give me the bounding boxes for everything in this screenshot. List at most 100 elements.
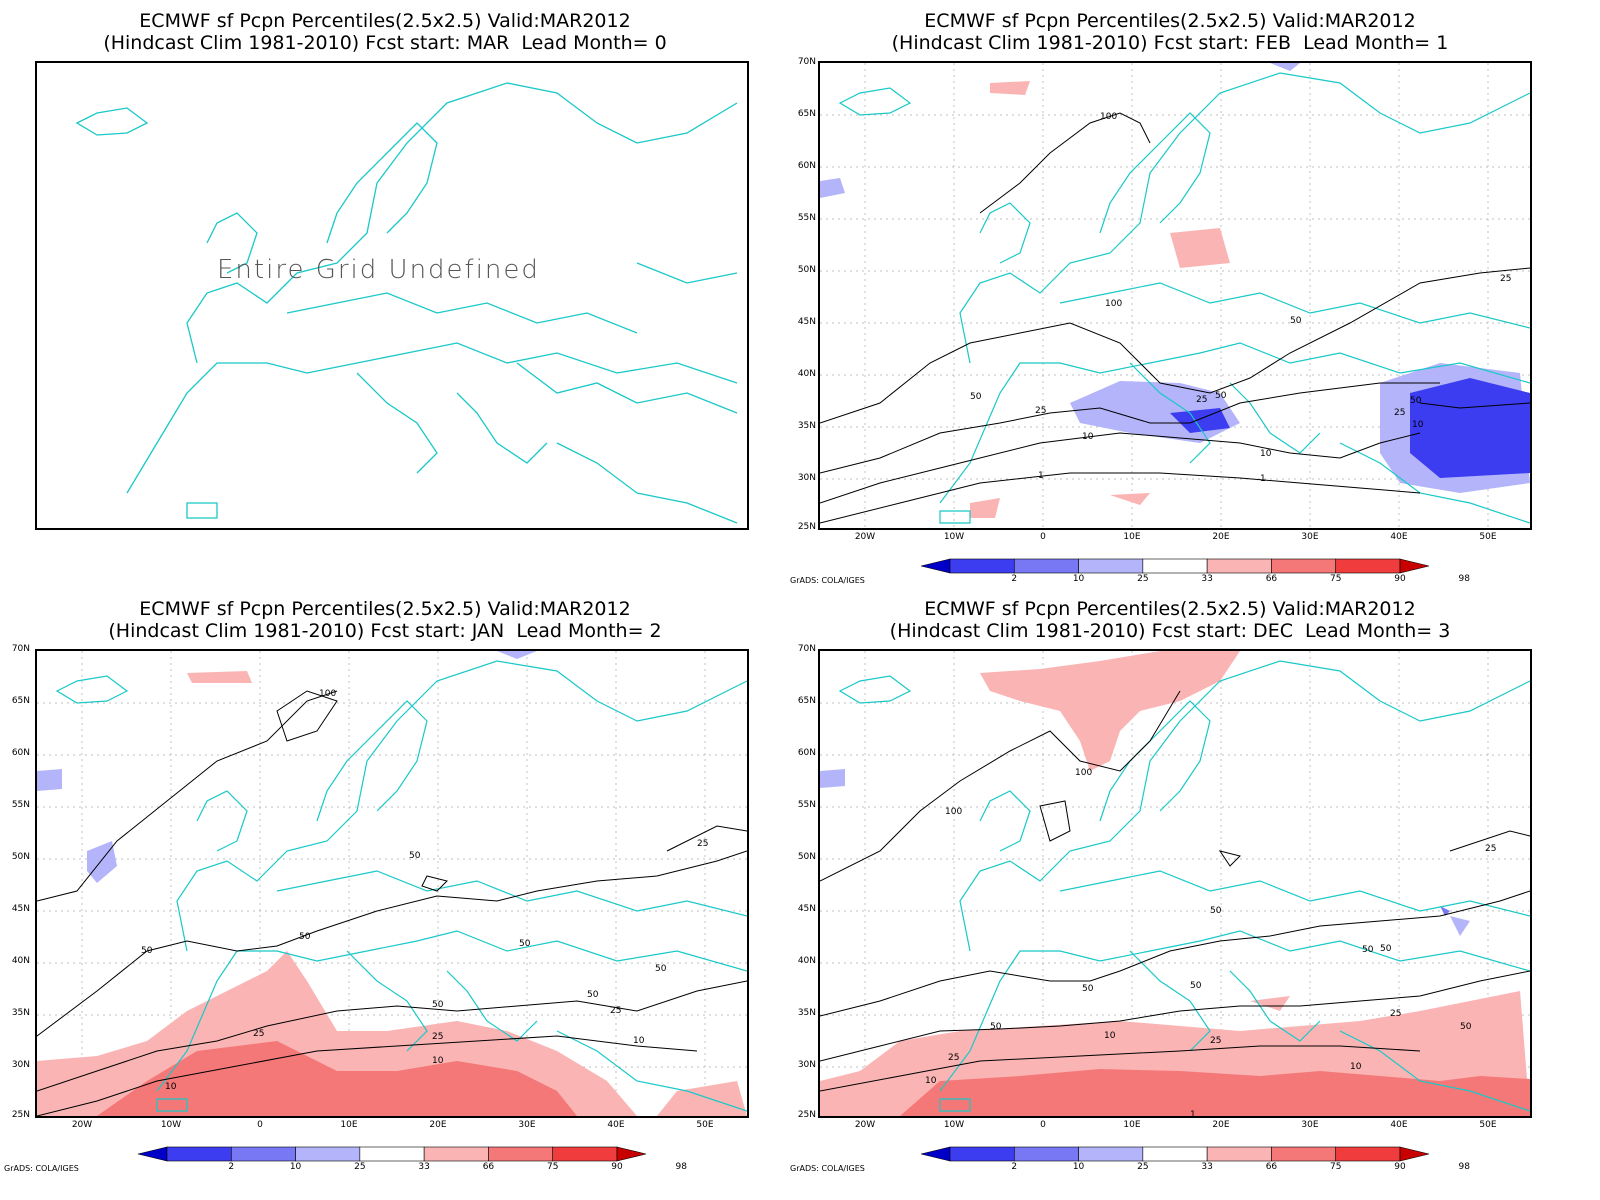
colorbar-high-arrow	[1399, 558, 1430, 574]
lat-label: 55N	[797, 800, 816, 810]
colorbar-swatch	[488, 1146, 554, 1162]
colorbar-label: 2	[1011, 1162, 1018, 1172]
colorbar-label: 98	[1458, 574, 1470, 584]
panel-title-line2: (Hindcast Clim 1981-2010) Fcst start: FE…	[891, 32, 1449, 54]
svg-text:50: 50	[519, 939, 531, 949]
lat-label: 35N	[797, 1008, 816, 1018]
svg-text:25: 25	[1196, 395, 1207, 405]
percentile-map: 100 100 50 50 50 50 50 25 10 25 10 10 1 25 50 25…	[820, 651, 1530, 1116]
panel-title-line2: (Hindcast Clim 1981-2010) Fcst start: MA…	[103, 32, 667, 54]
colorbar-swatch	[1271, 558, 1337, 574]
colorbar-swatch	[359, 1146, 425, 1162]
lon-label: 20W	[854, 1120, 876, 1130]
svg-text:25: 25	[1035, 406, 1046, 416]
colorbar-swatch	[1206, 1146, 1272, 1162]
colorbar-swatch	[1206, 558, 1272, 574]
panel-mar-lead0: ECMWF sf Pcpn Percentiles(2.5x2.5) Valid…	[0, 0, 790, 600]
svg-text:10: 10	[432, 1056, 444, 1066]
svg-text:50: 50	[1460, 1022, 1472, 1032]
svg-text:25: 25	[948, 1053, 959, 1063]
lon-label: 20E	[1212, 532, 1230, 542]
grads-credit: GrADS: COLA/IGES	[790, 1164, 865, 1173]
colorbar-label: 75	[1329, 574, 1342, 584]
map-frame: 100 100 50 25 10 1 25 10 50 25 50 10 50 25 1	[818, 61, 1532, 530]
lat-label: 65N	[797, 109, 816, 119]
coastline-map	[75, 82, 738, 524]
lon-label: 20E	[429, 1120, 447, 1130]
lat-label: 40N	[797, 369, 816, 379]
lat-label: 30N	[797, 473, 816, 483]
colorbar-swatches	[920, 558, 1430, 574]
lat-label: 45N	[797, 904, 816, 914]
colorbar-label: 33	[1201, 1162, 1213, 1172]
colorbar-label: 75	[1329, 1162, 1342, 1172]
colorbar-swatch	[1013, 1146, 1079, 1162]
svg-text:100: 100	[1100, 112, 1117, 122]
colorbar-label: 10	[289, 1162, 302, 1172]
undefined-grid-message: Entire Grid Undefined	[217, 255, 540, 285]
lon-label: 50E	[1479, 1120, 1497, 1130]
svg-text:25: 25	[253, 1029, 264, 1039]
colorbar-label: 75	[546, 1162, 559, 1172]
svg-text:50: 50	[1210, 906, 1222, 916]
colorbar-label: 90	[1394, 574, 1406, 584]
colorbar-label: 33	[1201, 574, 1213, 584]
colorbar-swatch	[230, 1146, 296, 1162]
colorbar-label: 10	[1072, 1162, 1085, 1172]
svg-text:10: 10	[633, 1036, 645, 1046]
svg-text:50: 50	[1190, 981, 1202, 991]
colorbar-label: 25	[1137, 1162, 1149, 1172]
colorbar-low-arrow	[137, 1146, 168, 1162]
lat-label: 60N	[797, 161, 816, 171]
lon-label: 50E	[1479, 532, 1497, 542]
lat-label: 50N	[797, 852, 816, 862]
svg-text:50: 50	[990, 1022, 1002, 1032]
colorbar-swatch	[1078, 558, 1144, 574]
panel-feb-lead1: ECMWF sf Pcpn Percentiles(2.5x2.5) Valid…	[790, 0, 1600, 600]
lat-label: 45N	[797, 317, 816, 327]
colorbar-label: 98	[675, 1162, 687, 1172]
colorbar: 2 10 25 33 66 75 90 98	[920, 558, 1470, 598]
lat-label: 55N	[797, 213, 816, 223]
colorbar-swatch	[552, 1146, 618, 1162]
svg-text:50: 50	[299, 932, 311, 942]
lon-label: 40E	[1390, 1120, 1408, 1130]
colorbar-label: 25	[354, 1162, 366, 1172]
svg-text:10: 10	[1412, 420, 1424, 430]
lat-label: 70N	[797, 57, 816, 67]
svg-text:10: 10	[165, 1082, 177, 1092]
percentile-map: 100 100 50 25 10 1 25 10 50 25 50 10 50 25 1	[820, 63, 1530, 528]
colorbar: 2 10 25 33 66 75 90 98	[137, 1146, 687, 1186]
colorbar: 2 10 25 33 66 75 90 98	[920, 1146, 1470, 1186]
colorbar-high-arrow	[1399, 1146, 1430, 1162]
svg-text:50: 50	[1410, 396, 1422, 406]
lon-label: 0	[257, 1120, 263, 1130]
lon-label: 10W	[943, 1120, 965, 1130]
colorbar-label: 66	[482, 1162, 495, 1172]
svg-text:1: 1	[1038, 471, 1044, 481]
colorbar-swatch	[1078, 1146, 1144, 1162]
svg-text:50: 50	[655, 964, 667, 974]
svg-text:100: 100	[319, 689, 336, 699]
svg-text:1: 1	[1190, 1110, 1196, 1116]
svg-text:25: 25	[1210, 1036, 1221, 1046]
colorbar-swatch	[949, 1146, 1015, 1162]
svg-text:100: 100	[1105, 299, 1122, 309]
svg-text:50: 50	[1362, 945, 1374, 955]
svg-text:10: 10	[1082, 432, 1094, 442]
colorbar-label: 90	[1394, 1162, 1406, 1172]
svg-text:25: 25	[1394, 408, 1405, 418]
contour-labels: 100 100 50 50 50 50 50 25 10 25 10 10 1 25 50 25…	[925, 768, 1496, 1116]
lon-label: 40E	[607, 1120, 625, 1130]
panel-title-line1: ECMWF sf Pcpn Percentiles(2.5x2.5) Valid…	[924, 598, 1416, 620]
svg-text:1: 1	[1260, 474, 1266, 484]
grads-credit: GrADS: COLA/IGES	[4, 1164, 79, 1173]
lat-label: 65N	[11, 696, 30, 706]
lat-label: 45N	[11, 904, 30, 914]
colorbar-swatches	[137, 1146, 647, 1162]
lat-label: 25N	[797, 1110, 816, 1120]
lat-label: 25N	[11, 1110, 30, 1120]
colorbar-swatch	[1271, 1146, 1337, 1162]
colorbar-label: 90	[611, 1162, 623, 1172]
svg-text:50: 50	[1380, 944, 1392, 954]
